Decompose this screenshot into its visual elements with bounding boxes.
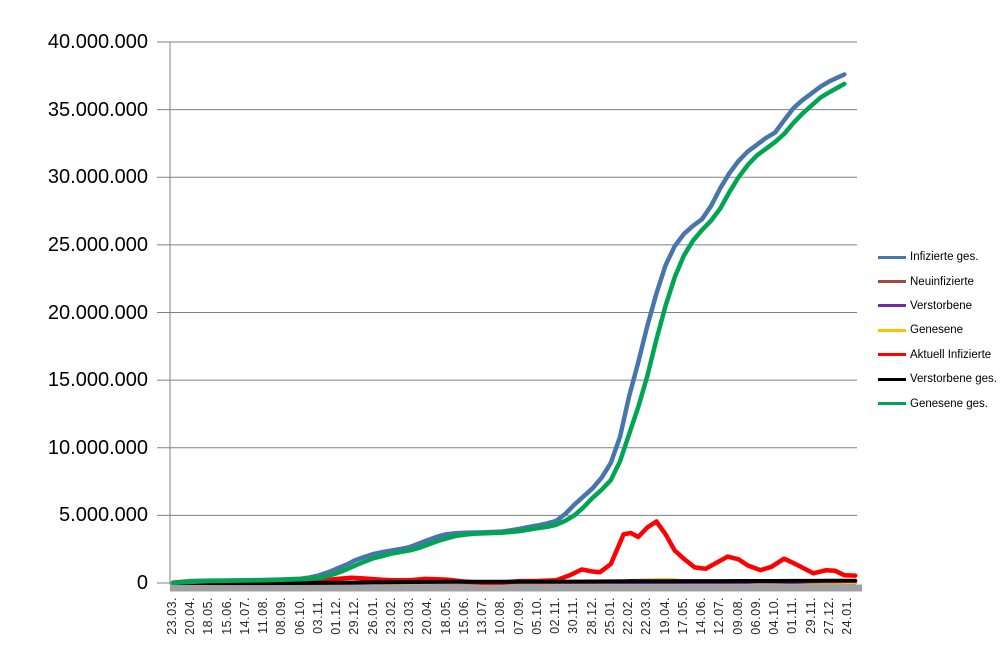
x-axis-label: 17.05. [675,597,690,635]
legend-line-swatch-neuinfizierte [878,280,906,284]
series-line-verstorbene-ges [171,578,858,585]
legend-line-swatch-verstorbene [878,304,906,308]
legend-label: Neuinfizierte [910,275,974,288]
y-axis-label: 0 [136,572,148,594]
x-axis-label: 04.10. [767,597,782,635]
x-axis-label: 22.02. [621,597,636,635]
legend-line-swatch-infizierte-ges [878,255,906,259]
legend-item-infizierte-ges: Infizierte ges. [878,245,997,269]
legend-label: Verstorbene [910,299,973,312]
x-axis-label: 14.07. [237,597,252,635]
x-axis-label: 05.10. [529,597,544,635]
x-axis-label: 30.11. [566,597,581,634]
x-axis-label: 12.07. [712,597,727,635]
x-axis-label: 14.06. [694,597,709,635]
x-axis-label: 18.05. [201,597,216,635]
x-axis-label: 29.12. [347,597,362,635]
x-axis-label: 18.05. [438,597,453,635]
series-line-genesene-ges [170,81,847,586]
legend-line-swatch-aktuell-infizierte [878,353,906,357]
x-axis-label: 08.09. [274,597,289,635]
series-line-infizierte-ges [170,72,847,585]
x-axis-label: 23.03. [165,597,179,635]
y-axis-label: 20.000.000 [47,301,148,324]
y-axis-label: 40.000.000 [47,31,148,53]
legend-line-swatch-verstorbene-ges [878,377,906,381]
y-axis-label: 5.000.000 [59,504,148,527]
legend-item-verstorbene-ges: Verstorbene ges. [878,367,997,391]
x-axis-label: 11.08. [256,597,271,634]
legend-item-genesene: Genesene [878,318,997,342]
x-axis-band [170,584,862,592]
x-axis-label: 01.11. [785,597,800,634]
legend-label: Aktuell Infizierte [910,348,992,361]
x-axis-label: 22.03. [639,597,654,635]
x-axis-label: 25.01. [602,597,617,635]
legend-item-aktuell-infizierte: Aktuell Infizierte [878,343,997,367]
x-axis-label: 20.04. [420,597,435,635]
x-axis-label: 06.09. [748,597,763,635]
x-axis-label: 29.11. [803,597,818,634]
x-axis-label: 19.04. [657,597,672,635]
y-axis-label: 10.000.000 [47,436,148,459]
legend-item-neuinfizierte: Neuinfizierte [878,269,997,293]
legend-line-swatch-genesene [878,328,906,332]
legend-label: Infizierte ges. [910,251,979,264]
x-axis-label: 27.12. [821,597,836,635]
x-axis-label: 28.12. [584,597,599,635]
legend-item-genesene-ges: Genesene ges. [878,391,997,415]
x-axis-label: 09.08. [730,597,745,635]
legend-item-verstorbene: Verstorbene [878,294,997,318]
x-axis-label: 10.08. [493,597,508,635]
x-axis-label: 06.10. [292,597,307,635]
y-axis-label: 25.000.000 [47,233,148,256]
x-axis-label: 23.03. [402,597,417,635]
x-axis-label: 07.09. [511,597,526,635]
y-axis-label: 30.000.000 [47,166,148,189]
legend-label: Verstorbene ges. [910,373,997,386]
x-axis-label: 24.01. [839,597,854,635]
y-axis-label: 15.000.000 [47,369,148,392]
x-axis-label: 15.06. [219,597,234,635]
x-axis-label: 01.12. [329,597,344,635]
legend-line-swatch-genesene-ges [878,402,906,406]
x-axis-label: 02.11. [548,597,563,634]
legend-label: Genesene ges. [910,397,989,410]
x-axis-label: 26.01. [365,597,380,635]
legend-label: Genesene [910,324,964,337]
x-axis-label: 13.07. [475,597,490,635]
x-axis-label: 03.11. [310,597,325,634]
x-axis-label: 20.04. [183,597,198,635]
y-axis-label: 35.000.000 [47,98,148,121]
x-axis-label: 15.06. [456,597,471,635]
x-axis-label: 23.02. [383,597,398,635]
chart-legend: Infizierte ges. Neuinfizierte Verstorbene G… [878,245,997,416]
